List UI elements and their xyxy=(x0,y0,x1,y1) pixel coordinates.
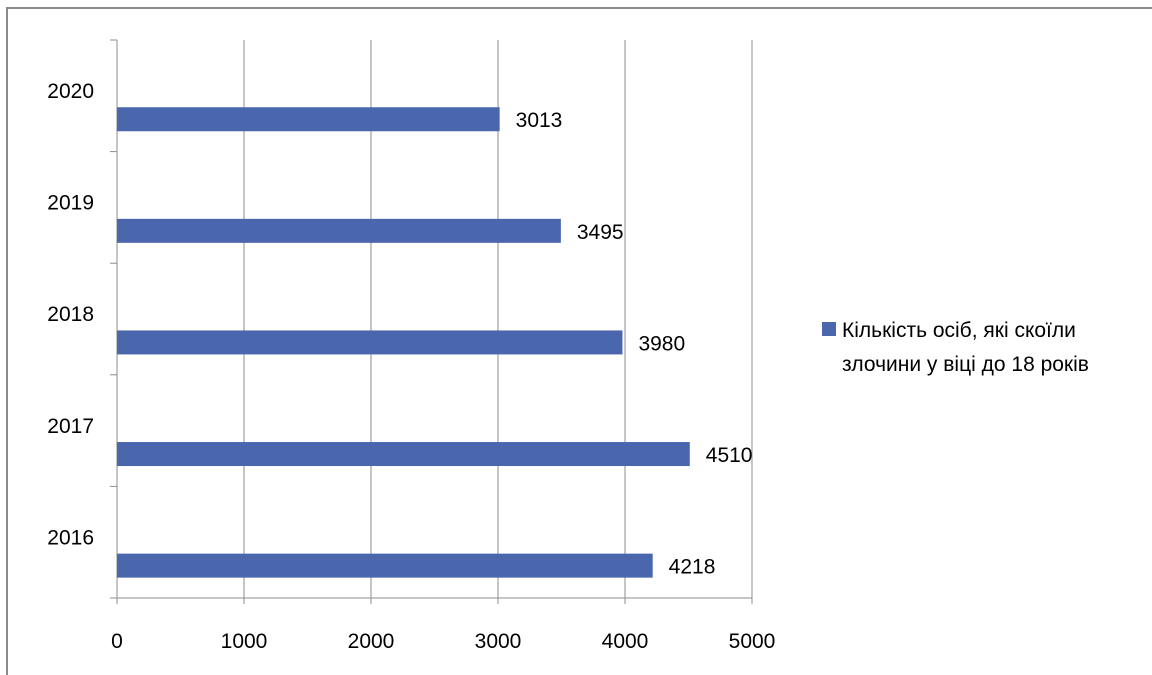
x-tick-label: 5000 xyxy=(729,630,776,653)
data-label: 3980 xyxy=(638,332,685,355)
legend-label-line-1: Кількість осіб, які скоїли xyxy=(842,319,1076,342)
data-label: 4218 xyxy=(669,556,716,579)
legend-label-line-2: злочини у віці до 18 років xyxy=(842,353,1089,376)
y-tick-label: 2020 xyxy=(47,80,94,103)
x-tick-label: 4000 xyxy=(602,630,649,653)
bar xyxy=(117,442,690,466)
y-tick-label: 2019 xyxy=(47,192,94,215)
legend-swatch xyxy=(822,322,836,336)
y-tick-label: 2017 xyxy=(47,415,94,438)
x-tick-label: 3000 xyxy=(475,630,522,653)
bar xyxy=(117,107,500,131)
data-label: 4510 xyxy=(706,444,753,467)
bar xyxy=(117,554,653,578)
y-tick-label: 2016 xyxy=(47,526,94,549)
bar xyxy=(117,219,561,243)
y-tick-label: 2018 xyxy=(47,303,94,326)
legend: Кількість осіб, які скоїли злочини у віц… xyxy=(822,319,1089,376)
x-tick-label: 2000 xyxy=(348,630,395,653)
data-label: 3495 xyxy=(577,221,624,244)
bars xyxy=(117,107,690,577)
x-tick-label: 0 xyxy=(111,630,123,653)
data-label: 3013 xyxy=(516,109,563,132)
bar xyxy=(117,330,622,354)
x-tick-label: 1000 xyxy=(221,630,268,653)
